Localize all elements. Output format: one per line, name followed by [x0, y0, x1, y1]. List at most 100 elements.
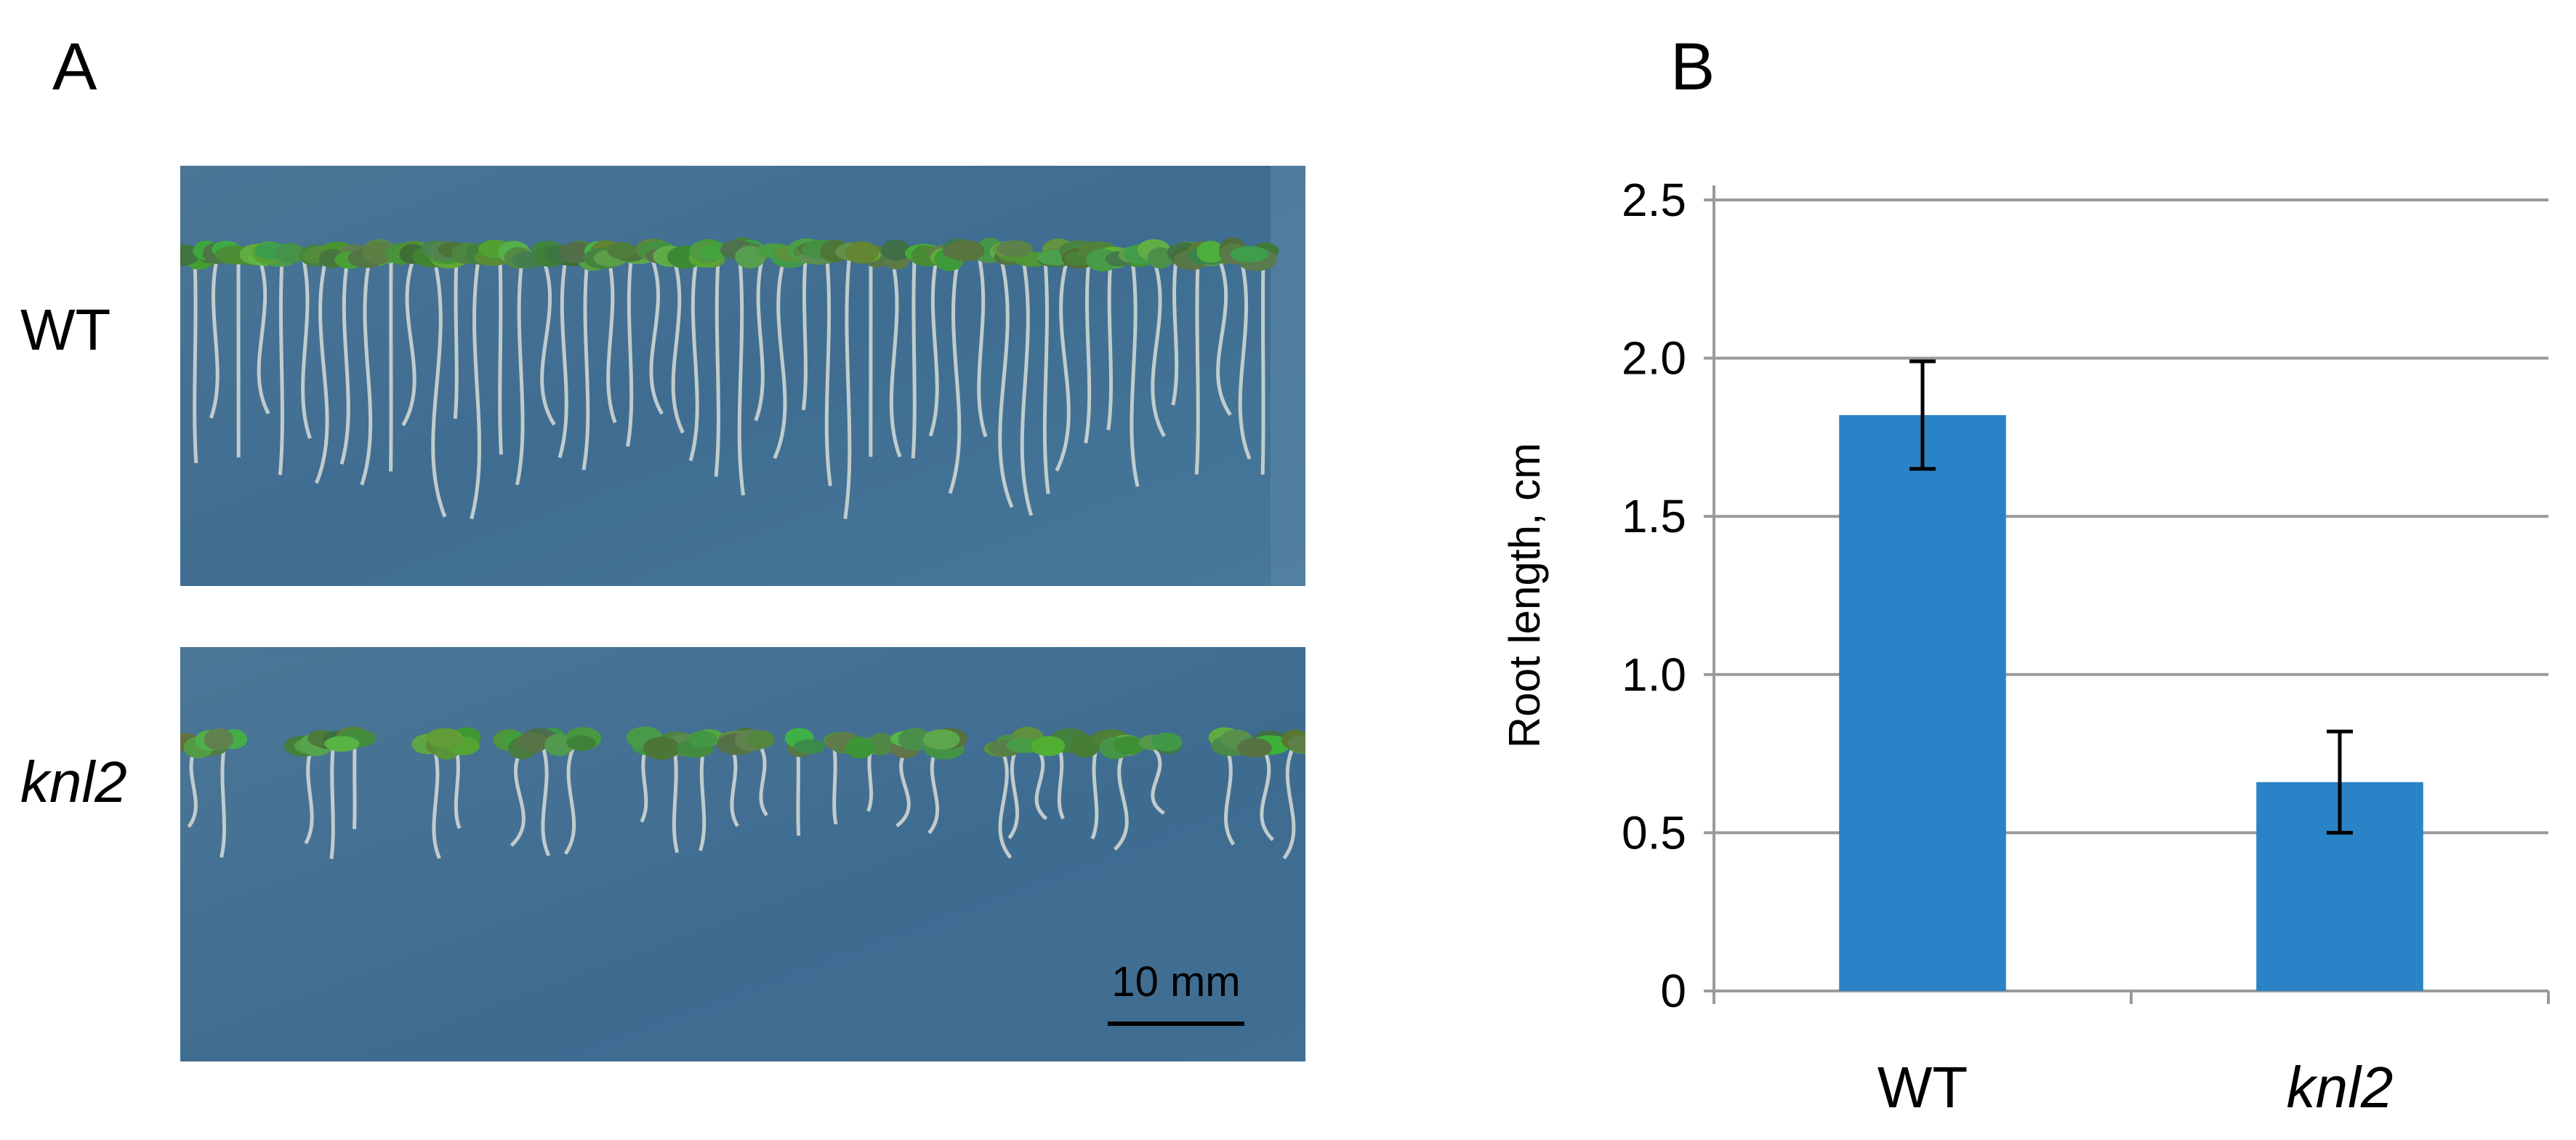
seedling-leaf	[1230, 246, 1269, 262]
seedling-leaf	[1031, 736, 1066, 757]
seedling-root	[193, 260, 198, 464]
seedling-leaf	[1287, 734, 1305, 752]
seedling-leaf	[1196, 241, 1225, 263]
panel-b-letter: B	[1670, 30, 1715, 104]
y-axis-label: Root length, cm	[1500, 443, 1549, 748]
seedling-root	[510, 747, 526, 847]
seedling-root	[209, 260, 220, 419]
seedling-root	[688, 260, 699, 462]
seedling-root	[998, 747, 1013, 859]
row-label-wt: WT	[20, 297, 111, 362]
seedling-root	[432, 748, 441, 859]
seedling-leaf	[747, 730, 775, 749]
seedling-root	[672, 748, 680, 854]
seedling-leaf	[275, 243, 305, 264]
seedling-root	[796, 748, 801, 836]
seedling-root	[558, 260, 568, 459]
seedling-root	[1282, 748, 1296, 860]
seedling-root	[889, 260, 902, 458]
seedling-root	[801, 260, 808, 411]
seedling-leaf	[426, 728, 464, 748]
seedling-leaf	[922, 729, 960, 750]
seedling-root	[1034, 747, 1048, 821]
seedling-root	[737, 260, 746, 496]
seedling-root	[541, 748, 551, 857]
seedling-root	[329, 748, 335, 859]
y-tick-label: 2.0	[1622, 332, 1686, 385]
seedling-root	[360, 260, 373, 486]
seedling-root	[640, 748, 648, 823]
seedling-root	[581, 260, 590, 470]
row-label-knl2: knl2	[20, 750, 127, 814]
seedling-root	[1194, 260, 1200, 475]
seedling-leaf	[517, 731, 549, 753]
seedling-root	[1224, 748, 1236, 846]
seedling-root	[453, 260, 459, 420]
seedling-root	[220, 748, 227, 858]
seedling-leaf	[1237, 738, 1272, 758]
seedling-root	[948, 260, 962, 494]
y-tick-label: 2.5	[1622, 174, 1686, 226]
seedling-root	[649, 260, 664, 415]
seedling-root	[626, 260, 634, 447]
seedling-leaf	[362, 241, 394, 265]
seedling-root	[470, 260, 482, 520]
seedling-root	[540, 260, 556, 426]
seedling-root	[498, 260, 504, 455]
seedling-root	[928, 260, 939, 437]
seedling-root	[1151, 747, 1165, 815]
seedling-leaf	[997, 240, 1034, 257]
seedling-leaf	[688, 730, 717, 748]
seedling-root	[352, 748, 357, 830]
seedling-leaf	[845, 241, 879, 264]
seedling-root	[824, 260, 832, 486]
seedling-root	[832, 748, 838, 824]
seedling-root	[714, 260, 720, 477]
seedling-leaf	[1151, 732, 1183, 752]
seedling-root	[339, 260, 350, 465]
seedling-leaf	[793, 739, 826, 754]
seedling-root	[843, 260, 852, 519]
seedling-leaf	[566, 735, 597, 751]
seedling-root	[606, 260, 617, 424]
seedling-root	[563, 748, 576, 855]
seedling-root	[773, 260, 787, 459]
bar-WT	[1839, 414, 2006, 991]
panel-a-letter: A	[52, 30, 97, 104]
wt-seedlings-photo	[180, 166, 1305, 586]
y-tick-label: 0	[1660, 965, 1686, 1017]
seedling-leaf	[946, 240, 985, 262]
seedling-root	[1055, 260, 1071, 472]
seedling-root	[1260, 747, 1274, 841]
seedling-root	[1084, 260, 1092, 443]
seedling-root	[1020, 260, 1034, 516]
seedling-leaf	[204, 728, 234, 751]
seedling-root	[1057, 748, 1065, 820]
seedling-root	[895, 747, 911, 827]
seedling-root	[998, 260, 1014, 508]
seedling-root	[304, 748, 314, 845]
seedling-leaf	[868, 732, 895, 756]
seedling-root	[1216, 260, 1232, 417]
x-category-label: knl2	[2287, 1055, 2394, 1120]
seedling-root	[1007, 747, 1020, 840]
seedling-root	[454, 748, 462, 830]
seedling-leaf	[643, 736, 680, 760]
seedling-root	[1171, 260, 1179, 406]
seedling-root	[1106, 260, 1114, 430]
seedling-root	[1042, 260, 1050, 494]
seedling-leaf	[880, 240, 911, 261]
seedling-root	[754, 260, 765, 422]
seedling-root	[1238, 260, 1252, 460]
seedling-root	[1090, 748, 1099, 840]
seedling-root	[187, 747, 198, 828]
seedling-root	[314, 260, 329, 484]
seedling-root	[431, 260, 447, 518]
seedling-root	[1114, 747, 1129, 851]
y-tick-label: 0.5	[1622, 806, 1686, 859]
seedling-root	[278, 260, 284, 475]
seedling-root	[671, 260, 685, 434]
seedling-leaf	[898, 728, 933, 751]
seedling-root	[977, 260, 988, 438]
